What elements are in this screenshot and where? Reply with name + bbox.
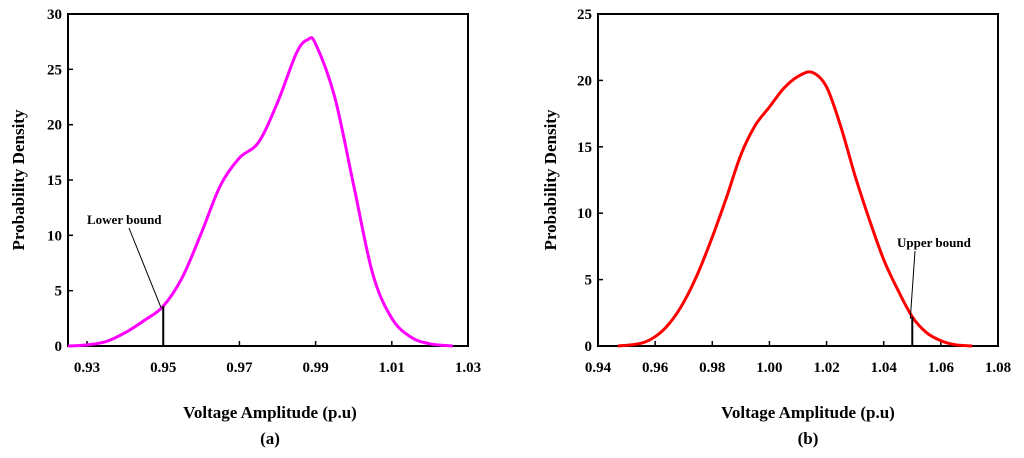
- chart-b-y-ticks: 0 5 10 15 20 25: [577, 7, 603, 355]
- chart-b-series-line: [617, 70, 973, 348]
- chart-a-x-axis-title: Voltage Amplitude (p.u): [183, 403, 357, 422]
- chart-b-x-tick-label: 0.98: [699, 360, 725, 376]
- chart-a-x-tick-label: 1.01: [379, 360, 405, 376]
- chart-a-x-tick-label: 0.95: [150, 360, 176, 376]
- chart-a-x-tick-label: 0.99: [302, 360, 328, 376]
- chart-a-y-tick-label: 15: [47, 173, 62, 189]
- chart-b-y-tick-label: 10: [577, 206, 592, 222]
- chart-b-x-tick-label: 0.94: [585, 360, 612, 376]
- chart-b: 0 5 10 15 20 25 0.94 0.96 0.98 1.00 1.02 1.04 1.06 1…: [541, 7, 1011, 448]
- chart-b-x-tick-label: 1.04: [871, 360, 898, 376]
- chart-a: 0 5 10 15 20 25 30 0.93 0.95 0.97 0.99 1.01 1.03 Lo…: [9, 7, 481, 448]
- chart-a-y-tick-label: 0: [55, 339, 63, 355]
- chart-b-annotation-label: Upper bound: [897, 235, 972, 250]
- chart-b-panel-label: (b): [798, 429, 819, 448]
- chart-b-y-tick-label: 15: [577, 140, 592, 156]
- chart-b-x-ticks: 0.94 0.96 0.98 1.00 1.02 1.04 1.06 1.08: [585, 341, 1011, 376]
- chart-b-x-tick-label: 1.00: [756, 360, 782, 376]
- chart-a-x-tick-label: 0.93: [74, 360, 100, 376]
- chart-b-x-tick-label: 1.02: [813, 360, 839, 376]
- chart-a-y-axis-title: Probability Density: [9, 109, 28, 250]
- chart-b-y-axis-title: Probability Density: [541, 109, 560, 250]
- chart-b-annotation-leader: [909, 250, 916, 319]
- chart-b-y-tick-label: 25: [577, 7, 592, 23]
- chart-a-x-tick-label: 0.97: [226, 360, 253, 376]
- chart-a-annotation-label: Lower bound: [87, 212, 162, 227]
- chart-a-y-ticks: 0 5 10 15 20 25 30: [47, 7, 73, 355]
- chart-a-series-line: [67, 36, 453, 348]
- chart-b-y-tick-label: 5: [585, 273, 593, 289]
- chart-a-y-tick-label: 30: [47, 7, 62, 23]
- chart-a-frame: [67, 13, 469, 347]
- chart-a-y-tick-label: 5: [55, 284, 63, 300]
- chart-b-x-axis-title: Voltage Amplitude (p.u): [721, 403, 895, 422]
- chart-b-x-tick-label: 1.06: [928, 360, 955, 376]
- chart-b-y-tick-label: 20: [577, 73, 592, 89]
- chart-a-annotation-leader: [128, 227, 162, 309]
- chart-b-frame: [597, 13, 999, 347]
- chart-a-x-ticks: 0.93 0.95 0.97 0.99 1.01 1.03: [74, 341, 481, 376]
- chart-b-x-tick-label: 1.08: [985, 360, 1011, 376]
- chart-b-y-tick-label: 0: [585, 339, 593, 355]
- chart-a-y-tick-label: 20: [47, 118, 62, 134]
- chart-b-x-tick-label: 0.96: [642, 360, 669, 376]
- chart-a-panel-label: (a): [260, 429, 280, 448]
- chart-a-y-tick-label: 10: [47, 228, 62, 244]
- chart-a-x-tick-label: 1.03: [455, 360, 481, 376]
- chart-a-y-tick-label: 25: [47, 62, 62, 78]
